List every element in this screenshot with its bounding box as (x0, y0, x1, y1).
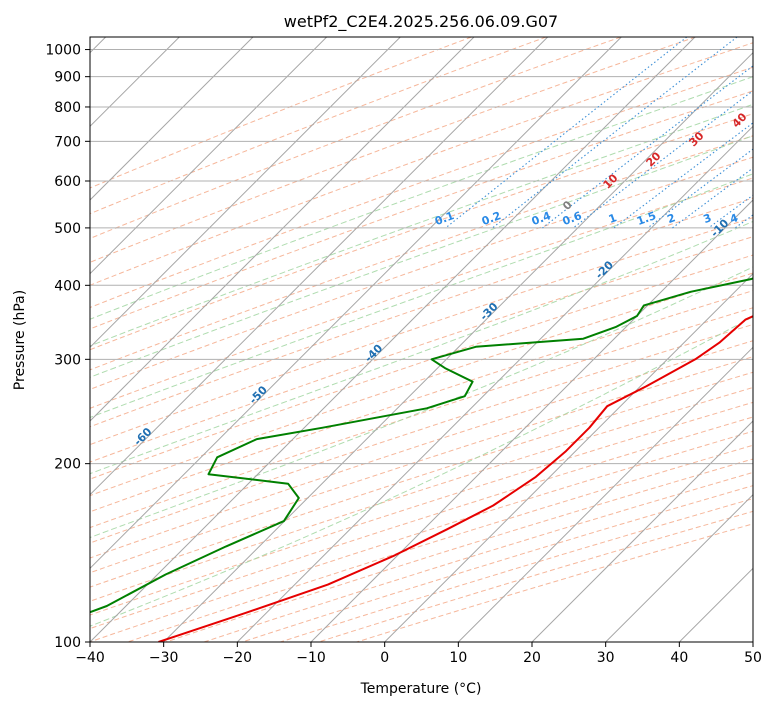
isotherm (310, 199, 753, 642)
dry-adiabat (90, 290, 753, 513)
y-tick-label: 100 (54, 635, 81, 651)
mixing-ratio-label: 4 (728, 211, 740, 226)
moist-adiabat (90, 220, 753, 475)
mixing-ratio-label: 0.1 (433, 209, 456, 228)
y-tick-label: 600 (54, 174, 81, 190)
dry-adiabat (90, 113, 753, 351)
isotherm (90, 37, 254, 201)
isotherm (90, 37, 401, 349)
mixing-ratio-label: 0.4 (530, 209, 553, 228)
y-tick-label: 800 (54, 100, 81, 116)
plot-frame (89, 36, 754, 643)
dry-adiabat (90, 37, 547, 215)
x-tick-label: 30 (597, 650, 615, 666)
y-tick-label: 900 (54, 70, 81, 86)
isotherm (90, 37, 696, 642)
isotherm (90, 37, 475, 422)
isotherm (90, 37, 622, 570)
isotherm (457, 346, 753, 642)
mixing-ratio-label: 0.6 (561, 209, 584, 228)
x-tick-label: 10 (449, 650, 467, 666)
y-axis-title: Pressure (hPa) (12, 290, 28, 390)
moist-adiabat (90, 173, 753, 419)
y-tick-label: 1000 (45, 43, 81, 59)
dry-adiabat (90, 416, 753, 630)
x-tick-label: −20 (223, 650, 253, 666)
plot-area: 0.10.20.40.611.52346810131620253036-100-… (90, 37, 753, 642)
dry-adiabat (90, 37, 472, 189)
dry-adiabat (90, 254, 753, 480)
y-tick-label: 300 (54, 352, 81, 368)
x-tick-label: 40 (670, 650, 688, 666)
isotherm (90, 37, 549, 496)
dry-adiabat (90, 323, 753, 544)
dry-adiabat (90, 197, 753, 428)
dry-adiabat (90, 236, 753, 463)
mixing-ratio-line (542, 65, 753, 229)
axis-ticks: −40 −30 −20 −10 0 10 20 30 40 50 100 200 300 400 500 60… (45, 43, 762, 666)
dewpoint-profile-line (90, 277, 753, 614)
x-tick-label: −10 (296, 650, 326, 666)
mixing-ratio-label: 3 (702, 211, 714, 226)
isotherm (90, 37, 328, 275)
mixing-ratio-label: 0.2 (480, 209, 503, 228)
mixing-ratio-line (572, 90, 753, 229)
dry-adiabat (127, 444, 753, 642)
x-axis-title: Temperature (°C) (360, 681, 482, 697)
isotherm (605, 493, 753, 642)
mixing-ratio-label: 1.5 (635, 209, 658, 228)
temperature-profile-line (158, 315, 753, 642)
chart-title: wetPf2_C2E4.2025.256.06.09.G07 (284, 12, 558, 32)
mixing-ratio-line (492, 37, 738, 229)
y-tick-label: 700 (54, 134, 81, 150)
x-tick-label: 50 (744, 650, 762, 666)
isotherm (531, 420, 753, 642)
dry-adiabat (203, 471, 753, 642)
moist-adiabat (90, 135, 753, 378)
isotherm (236, 125, 753, 642)
isotherm (384, 272, 753, 642)
dry-adiabat (90, 340, 753, 559)
isotherm (163, 51, 753, 642)
dry-adiabat (241, 485, 753, 642)
x-tick-label: −40 (75, 650, 105, 666)
dry-adiabat (280, 498, 753, 642)
mixing-ratio-label: 1 (607, 211, 619, 226)
x-tick-label: 20 (523, 650, 541, 666)
moist-adiabat (90, 103, 753, 347)
mixing-ratio-label: 2 (665, 211, 677, 226)
x-tick-label: −30 (149, 650, 179, 666)
dry-adiabat (90, 156, 753, 390)
dry-adiabat (90, 430, 753, 642)
moist-adiabat (90, 316, 753, 627)
mixing-ratio-line (672, 167, 753, 229)
y-tick-label: 400 (54, 278, 81, 294)
y-tick-label: 200 (54, 457, 81, 473)
y-tick-label: 500 (54, 221, 81, 237)
x-tick-label: 0 (380, 650, 389, 666)
dry-adiabat (165, 458, 753, 642)
